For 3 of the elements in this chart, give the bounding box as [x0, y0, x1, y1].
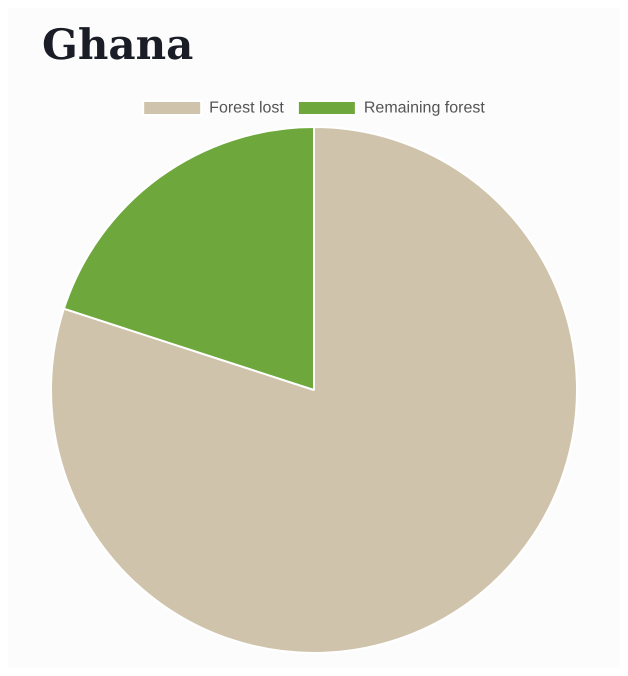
legend-label: Forest lost	[209, 99, 284, 116]
chart-title: Ghana	[41, 19, 194, 71]
legend-label: Remaining forest	[364, 99, 486, 116]
